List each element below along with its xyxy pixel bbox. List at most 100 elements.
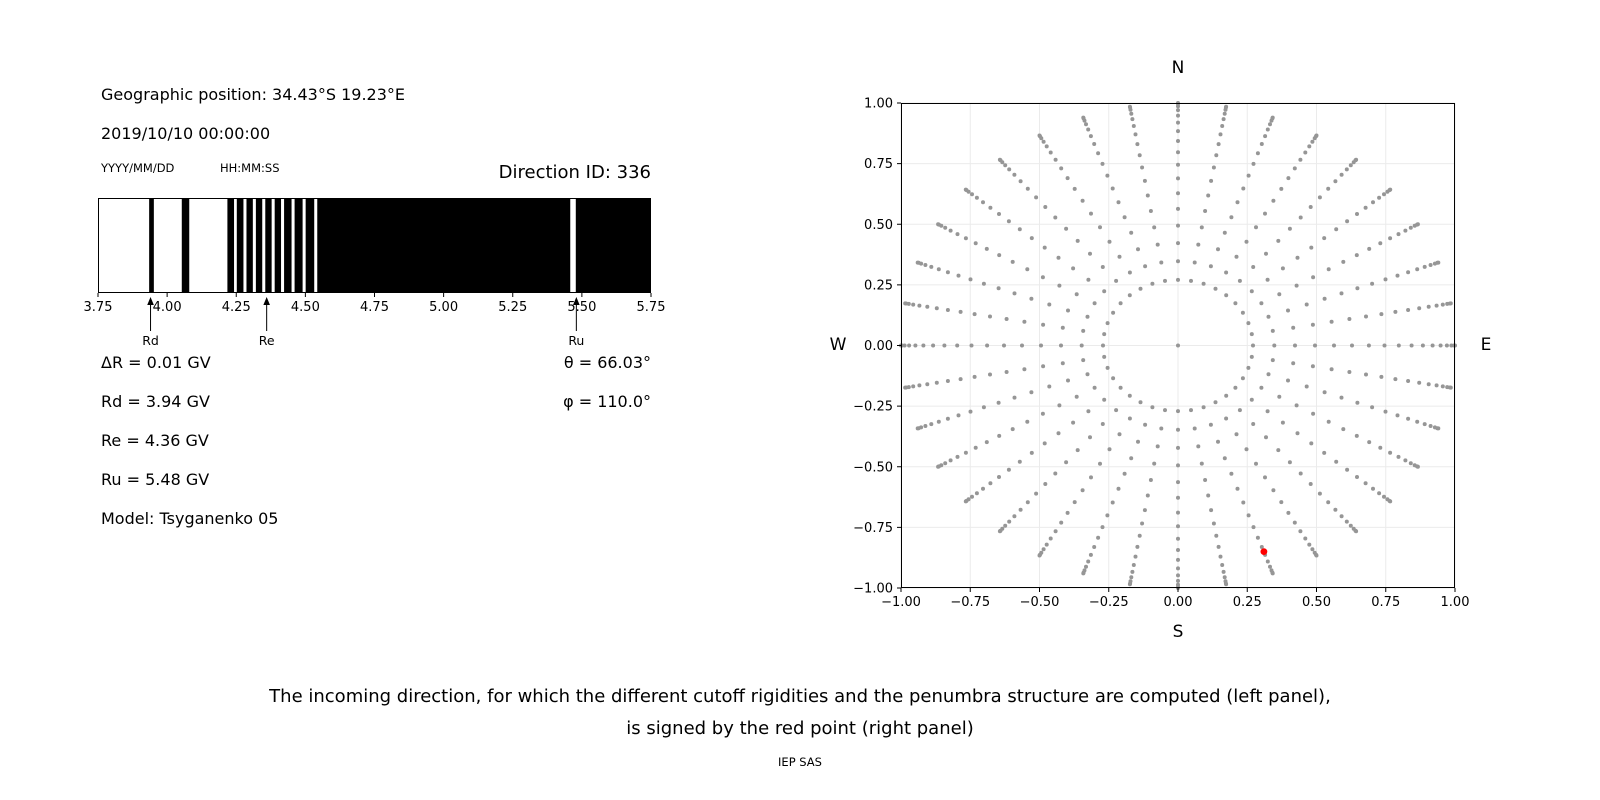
grid-point — [1017, 227, 1022, 232]
allowed-band — [317, 198, 571, 293]
grid-point — [925, 382, 930, 387]
grid-point — [1129, 575, 1134, 580]
grid-point — [1298, 471, 1303, 476]
grid-point — [1143, 264, 1148, 269]
grid-point — [1224, 416, 1229, 421]
grid-point — [1137, 533, 1142, 538]
allowed-band — [294, 198, 303, 293]
grid-point — [1192, 426, 1197, 431]
grid-point — [1138, 286, 1143, 291]
grid-point — [1309, 441, 1314, 446]
grid-point — [1116, 200, 1121, 205]
grid-point — [1383, 277, 1388, 282]
grid-point — [1211, 521, 1216, 526]
grid-point — [1307, 542, 1312, 547]
grid-point — [1209, 508, 1214, 513]
grid-point — [1307, 144, 1312, 149]
grid-point — [936, 419, 941, 424]
grid-point — [1064, 460, 1069, 465]
grid-point — [1176, 343, 1180, 348]
grid-point — [974, 195, 979, 200]
grid-point — [1355, 475, 1359, 479]
grid-point — [1047, 384, 1052, 389]
grid-point — [931, 343, 936, 348]
grid-point — [1322, 390, 1327, 395]
grid-point — [1129, 230, 1134, 235]
axes-frame — [901, 103, 1455, 588]
grid-point — [1355, 286, 1360, 291]
grid-point — [1303, 536, 1308, 541]
grid-point — [1348, 523, 1353, 528]
grid-point — [1246, 173, 1251, 178]
grid-point — [1176, 557, 1180, 562]
grid-point — [1233, 301, 1238, 306]
allowed-band — [236, 198, 244, 293]
grid-point — [1388, 187, 1393, 192]
grid-point — [1428, 424, 1433, 428]
grid-point — [1130, 569, 1135, 574]
grid-point — [1310, 322, 1315, 327]
grid-point — [1263, 475, 1267, 480]
grid-point — [1379, 312, 1384, 317]
grid-point — [1081, 571, 1086, 576]
tick-label: −0.75 — [950, 595, 990, 610]
grid-point — [911, 384, 916, 389]
grid-point — [1206, 193, 1211, 198]
grid-point — [1075, 238, 1080, 243]
grid-point — [1127, 393, 1132, 398]
grid-point — [1280, 420, 1285, 425]
grid-point — [1102, 332, 1107, 337]
grid-point — [1332, 343, 1336, 348]
grid-point — [1072, 186, 1077, 191]
grid-point — [1105, 173, 1110, 178]
grid-point — [1176, 445, 1180, 450]
grid-point — [1012, 514, 1017, 519]
grid-point — [929, 422, 934, 427]
grid-point — [1265, 127, 1270, 132]
grid-point — [1034, 195, 1039, 200]
grid-point — [1339, 514, 1344, 519]
grid-point — [1270, 328, 1275, 333]
grid-point — [1298, 157, 1303, 162]
grid-point — [1294, 403, 1299, 408]
grid-point — [1176, 573, 1180, 578]
tick-label: 4.75 — [360, 300, 389, 315]
grid-point — [1265, 409, 1270, 414]
phi-value: φ = 110.0° — [563, 392, 651, 411]
direction-map-chart: −1.00 −0.75 −0.50 −0.25 0.00 0.25 0.50 0.75 1.00… — [853, 97, 1469, 611]
grid-point — [1298, 529, 1303, 534]
grid-point — [1298, 215, 1303, 220]
grid-point — [955, 232, 960, 237]
grid-point — [1422, 264, 1427, 269]
grid-point — [972, 374, 977, 379]
grid-point — [1092, 385, 1097, 390]
grid-point — [945, 416, 950, 421]
grid-point — [1102, 354, 1107, 359]
grid-point — [1408, 225, 1413, 230]
ru-value: Ru = 5.48 GV — [101, 470, 210, 489]
grid-point — [1303, 150, 1308, 155]
grid-point — [1100, 265, 1105, 269]
grid-point — [1122, 215, 1127, 220]
grid-point — [1224, 104, 1229, 109]
grid-point — [1326, 500, 1331, 505]
grid-point — [1152, 461, 1157, 466]
grid-point — [1436, 426, 1441, 431]
compass-east-label: E — [1480, 335, 1492, 355]
grid-point — [1098, 461, 1102, 466]
grid-point — [1034, 491, 1039, 496]
grid-point — [1086, 127, 1091, 132]
grid-point — [1145, 493, 1150, 498]
grid-point — [984, 246, 989, 251]
grid-point — [942, 343, 947, 348]
grid-point — [1152, 225, 1157, 230]
grid-point — [1029, 450, 1034, 455]
grid-point — [1218, 132, 1223, 137]
grid-point — [936, 464, 941, 469]
grid-point — [1263, 211, 1267, 216]
allowed-band — [274, 198, 282, 293]
grid-point — [1017, 459, 1022, 464]
grid-point — [1105, 321, 1110, 326]
caption-line-1: The incoming direction, for which the di… — [269, 686, 1331, 707]
grid-point — [1176, 536, 1180, 541]
